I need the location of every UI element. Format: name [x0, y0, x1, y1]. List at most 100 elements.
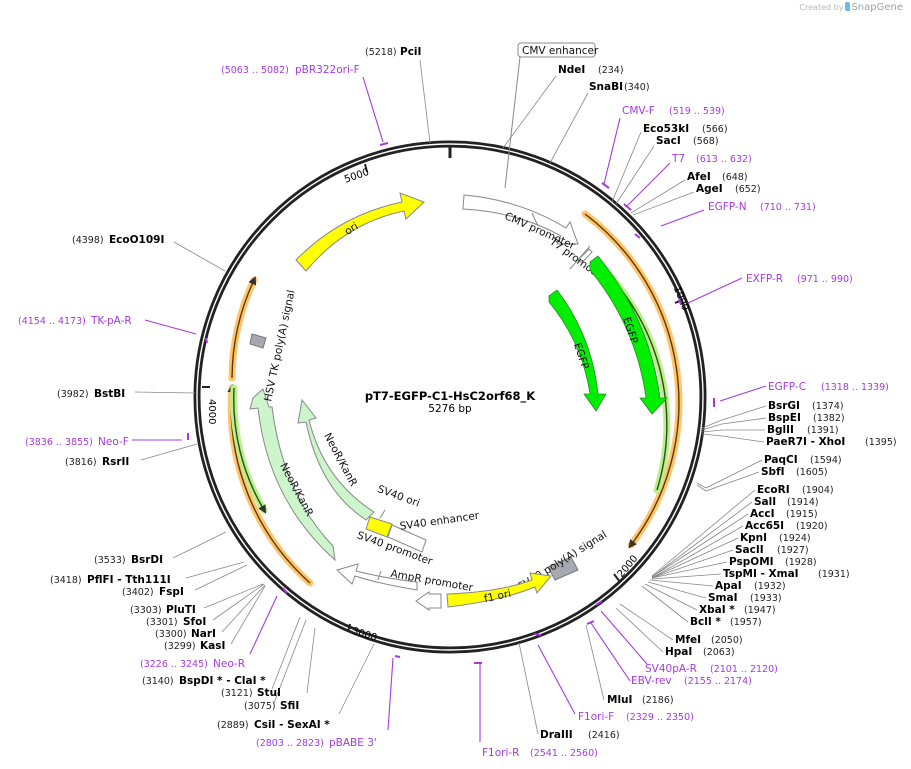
svg-text:(613 .. 632): (613 .. 632)	[696, 154, 752, 165]
enzyme-kpni[interactable]: KpnI (1924)	[740, 532, 811, 544]
svg-text:SacI: SacI	[656, 135, 681, 147]
credit-brand: SnapGene	[851, 2, 903, 13]
enzyme-draiii[interactable]: DraIII (2416)	[540, 729, 620, 741]
enzyme-acci[interactable]: AccI (1915)	[750, 508, 818, 520]
svg-text:pBABE 3': pBABE 3'	[329, 737, 377, 749]
enzyme-csii-sexai[interactable]: (2889) CsiI - SexAI *	[217, 719, 330, 731]
primer-pbr322ori-f[interactable]: (5063 .. 5082) pBR322ori-F	[221, 64, 360, 76]
credit-prefix: Created by	[799, 3, 844, 12]
snapgene-logo-icon	[845, 2, 851, 11]
svg-text:MfeI: MfeI	[675, 634, 701, 646]
svg-text:(1933): (1933)	[750, 593, 782, 604]
plasmid-name: pT7-EGFP-C1-HsC2orf68_K	[365, 389, 536, 404]
enzyme-eco53ki[interactable]: Eco53kI (566)	[643, 123, 728, 135]
primer-egfp-n[interactable]: EGFP-N (710 .. 731)	[708, 201, 816, 213]
enzyme-kasi[interactable]: (3299) KasI	[164, 640, 225, 652]
primer-pbabe-3[interactable]: (2803 .. 2823) pBABE 3'	[256, 737, 377, 749]
primer-tk-pa-r[interactable]: (4154 .. 4173) TK-pA-R	[18, 315, 132, 327]
primer-f1ori-r[interactable]: F1ori-R (2541 .. 2560)	[482, 747, 598, 759]
primer-neo-r[interactable]: (3226 .. 3245) Neo-R	[140, 658, 245, 670]
svg-text:(652): (652)	[735, 184, 761, 195]
enzyme-saci[interactable]: SacI (568)	[656, 135, 719, 147]
enzyme-bsrdi[interactable]: (3533) BsrDI	[94, 554, 163, 566]
primer-f1ori-f[interactable]: F1ori-F (2329 .. 2350)	[578, 711, 694, 723]
feature-neor-kanr-outer[interactable]: NeoR/KanR	[249, 388, 336, 562]
enzyme-bglii[interactable]: BglII (1391)	[767, 424, 839, 436]
enzyme-mlui[interactable]: MluI (2186)	[607, 694, 674, 706]
svg-text:(1914): (1914)	[787, 497, 819, 508]
enzyme-hpai[interactable]: HpaI (2063)	[665, 646, 735, 658]
enzyme-snabi[interactable]: SnaBI (340)	[589, 81, 650, 93]
svg-text:pBR322ori-F: pBR322ori-F	[295, 64, 360, 76]
enzyme-bcli[interactable]: BclI * (1957)	[690, 616, 762, 628]
svg-text:Eco53kI: Eco53kI	[643, 123, 689, 135]
enzyme-tspmi-xmai[interactable]: TspMI - XmaI (1931)	[723, 568, 850, 580]
backbone	[193, 140, 707, 654]
enzyme-sfoi[interactable]: (3301) SfoI	[146, 616, 206, 628]
svg-text:(2050): (2050)	[711, 635, 743, 646]
orf-green-arcs	[230, 258, 671, 514]
enzyme-fspi[interactable]: (3402) FspI	[122, 586, 184, 598]
primer-leaders	[132, 76, 767, 742]
svg-text:Neo-R: Neo-R	[213, 658, 245, 670]
enzyme-sali[interactable]: SalI (1914)	[754, 496, 819, 508]
svg-text:PaqCI: PaqCI	[764, 454, 798, 466]
svg-text:f1 ori: f1 ori	[483, 588, 512, 605]
enzyme-ndei[interactable]: NdeI (234)	[558, 64, 624, 76]
enzyme-nari[interactable]: (3300) NarI	[155, 628, 216, 640]
feature-f1-ori[interactable]: f1 ori	[446, 572, 552, 608]
enzyme-sacii[interactable]: SacII (1927)	[735, 544, 809, 556]
svg-text:Neo-F: Neo-F	[98, 436, 129, 448]
enzyme-bsrgi[interactable]: BsrGI (1374)	[768, 400, 844, 412]
enzyme-bstbi[interactable]: (3982) BstBI	[57, 388, 125, 400]
svg-text:EBV-rev: EBV-rev	[631, 675, 672, 687]
enzyme-ecori[interactable]: EcoRI (1904)	[757, 484, 834, 496]
svg-text:(1927): (1927)	[777, 545, 809, 556]
enzyme-bspei[interactable]: BspEI (1382)	[768, 412, 845, 424]
svg-text:(1947): (1947)	[744, 605, 776, 616]
primer-ebv-rev[interactable]: EBV-rev (2155 .. 2174)	[631, 675, 752, 687]
enzyme-paqci[interactable]: PaqCI (1594)	[764, 454, 842, 466]
primer-t7[interactable]: T7 (613 .. 632)	[671, 153, 752, 165]
enzyme-bspdi-clai[interactable]: (3140) BspDI * - ClaI *	[142, 675, 266, 687]
svg-text:SfiI: SfiI	[280, 700, 299, 712]
primer-sv40pa-r[interactable]: SV40pA-R (2101 .. 2120)	[645, 663, 778, 675]
enzyme-pflfi-tth111i[interactable]: (3418) PflFI - Tth111I	[50, 574, 171, 586]
enzyme-ecoo109i[interactable]: (4398) EcoO109I	[72, 234, 164, 246]
svg-text:EcoO109I: EcoO109I	[109, 234, 164, 246]
enzyme-sbfi[interactable]: SbfI (1605)	[761, 466, 828, 478]
primer-exfp-r[interactable]: EXFP-R (971 .. 990)	[746, 273, 853, 285]
enzyme-acc65i[interactable]: Acc65I (1920)	[745, 520, 828, 532]
enzyme-agei[interactable]: AgeI (652)	[696, 183, 761, 195]
feature-hsv-tk-polya[interactable]: HSV TK poly(A) signal	[249, 289, 298, 403]
primer-cmv-f[interactable]: CMV-F (519 .. 539)	[622, 105, 725, 117]
enzyme-pspomi[interactable]: PspOMI (1928)	[729, 556, 817, 568]
plasmid-length: 5276 bp	[428, 403, 472, 415]
enzyme-paer7i-xhoi[interactable]: PaeR7I - XhoI (1395)	[766, 436, 897, 448]
feature-cmv-enhancer[interactable]: CMV enhancer	[504, 42, 599, 189]
svg-text:PspOMI: PspOMI	[729, 556, 774, 568]
svg-text:4000: 4000	[206, 399, 217, 424]
enzyme-sfii[interactable]: (3075) SfiI	[244, 700, 299, 712]
enzyme-pcii[interactable]: (5218) PciI	[365, 46, 421, 58]
primer-neo-f[interactable]: (3836 .. 3855) Neo-F	[25, 436, 129, 448]
svg-text:(1904): (1904)	[802, 485, 834, 496]
svg-text:(3301): (3301)	[146, 617, 178, 628]
feature-egfp-inner[interactable]: EGFP	[548, 289, 607, 412]
svg-text:PaeR7I - XhoI: PaeR7I - XhoI	[766, 436, 845, 448]
svg-text:(1382): (1382)	[813, 413, 845, 424]
enzyme-rsrii[interactable]: (3816) RsrII	[65, 456, 129, 468]
enzyme-xbai[interactable]: XbaI * (1947)	[699, 604, 776, 616]
svg-text:(1957): (1957)	[730, 617, 762, 628]
svg-text:(3140): (3140)	[142, 676, 174, 687]
feature-egfp-outer[interactable]: EGFP	[589, 255, 668, 415]
enzyme-pluti[interactable]: (3303) PluTI	[130, 604, 196, 616]
feature-ori[interactable]: ori	[295, 192, 425, 272]
enzyme-stui[interactable]: (3121) StuI	[221, 687, 281, 699]
svg-text:SV40 enhancer: SV40 enhancer	[399, 510, 481, 533]
enzyme-smai[interactable]: SmaI (1933)	[708, 592, 782, 604]
enzyme-mfei[interactable]: MfeI (2050)	[675, 634, 743, 646]
primer-egfp-c[interactable]: EGFP-C (1318 .. 1339)	[768, 381, 889, 393]
enzyme-afei[interactable]: AfeI (648)	[687, 171, 748, 183]
enzyme-apai[interactable]: ApaI (1932)	[715, 580, 786, 592]
